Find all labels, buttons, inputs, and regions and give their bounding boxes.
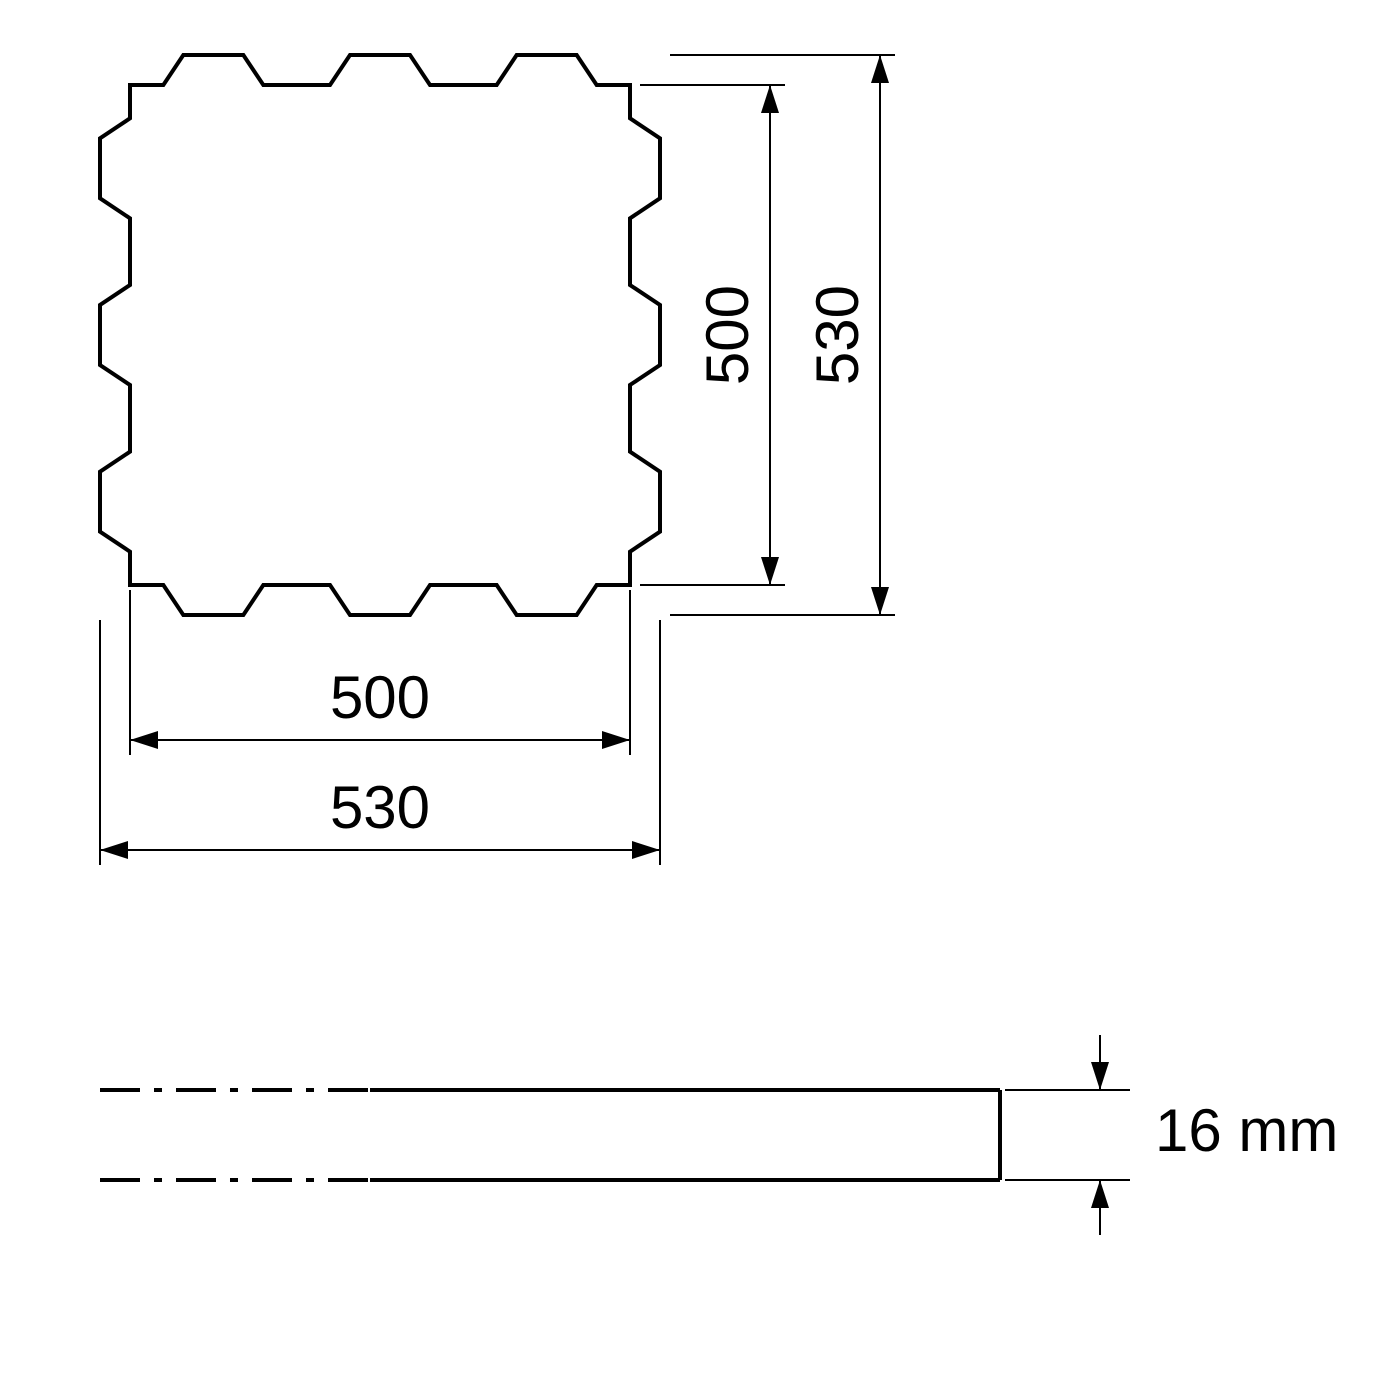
dim-thickness: 16 mm bbox=[1155, 1097, 1338, 1164]
tile-outline bbox=[100, 55, 660, 615]
dim-width-outer: 530 bbox=[330, 774, 430, 841]
dim-height-outer: 530 bbox=[804, 285, 871, 385]
dim-height-inner: 500 bbox=[694, 285, 761, 385]
dim-width-inner: 500 bbox=[330, 664, 430, 731]
